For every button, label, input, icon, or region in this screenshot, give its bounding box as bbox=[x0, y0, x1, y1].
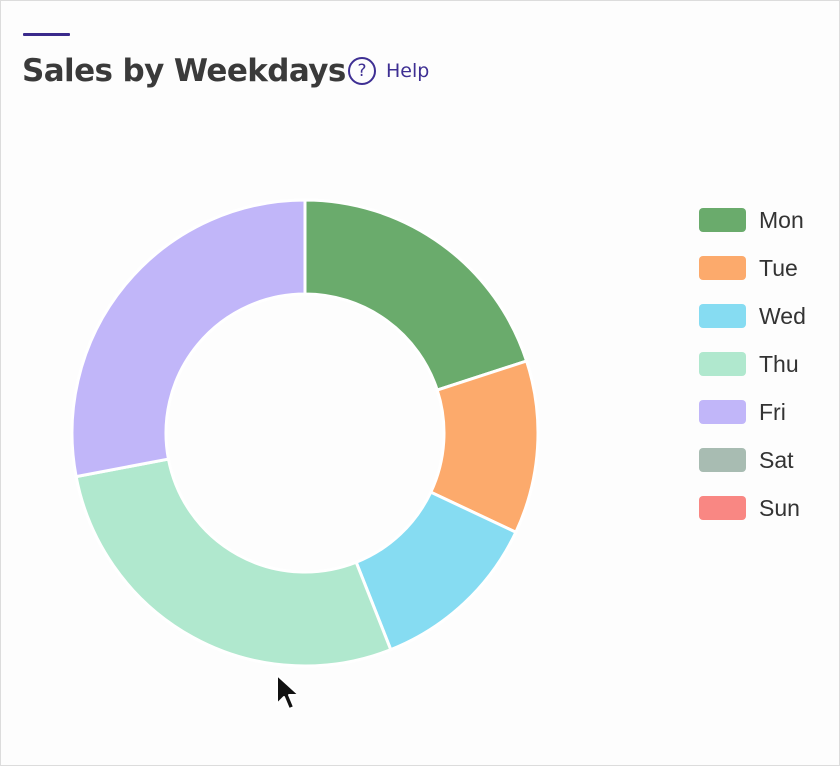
legend-label: Thu bbox=[759, 350, 799, 377]
legend-item-sun[interactable]: Sun bbox=[699, 484, 806, 532]
legend-label: Sat bbox=[759, 446, 794, 473]
legend-swatch bbox=[699, 304, 746, 328]
legend-swatch bbox=[699, 448, 746, 472]
legend-item-tue[interactable]: Tue bbox=[699, 244, 806, 292]
legend-swatch bbox=[699, 496, 746, 520]
legend-swatch bbox=[699, 256, 746, 280]
legend-swatch bbox=[699, 208, 746, 232]
legend-item-sat[interactable]: Sat bbox=[699, 436, 806, 484]
donut-slice-fri[interactable] bbox=[70, 198, 307, 479]
help-link[interactable]: ? Help bbox=[348, 57, 429, 85]
legend-label: Wed bbox=[759, 302, 806, 329]
help-label[interactable]: Help bbox=[386, 60, 430, 82]
accent-bar bbox=[23, 33, 70, 36]
legend-label: Fri bbox=[759, 398, 786, 425]
legend-swatch bbox=[699, 400, 746, 424]
legend-label: Sun bbox=[759, 494, 800, 521]
question-circle-icon[interactable]: ? bbox=[348, 57, 376, 85]
legend-item-mon[interactable]: Mon bbox=[699, 196, 806, 244]
legend-label: Mon bbox=[759, 206, 804, 233]
legend-swatch bbox=[699, 352, 746, 376]
legend-item-fri[interactable]: Fri bbox=[699, 388, 806, 436]
donut-slice-thu[interactable] bbox=[74, 457, 393, 668]
mouse-cursor-icon bbox=[276, 674, 300, 710]
legend-item-wed[interactable]: Wed bbox=[699, 292, 806, 340]
donut-slice-mon[interactable] bbox=[303, 198, 529, 392]
legend-label: Tue bbox=[759, 254, 798, 281]
chart-title: Sales by Weekdays bbox=[22, 53, 346, 89]
legend-item-thu[interactable]: Thu bbox=[699, 340, 806, 388]
chart-legend: Mon Tue Wed Thu Fri Sat Sun bbox=[699, 196, 806, 532]
